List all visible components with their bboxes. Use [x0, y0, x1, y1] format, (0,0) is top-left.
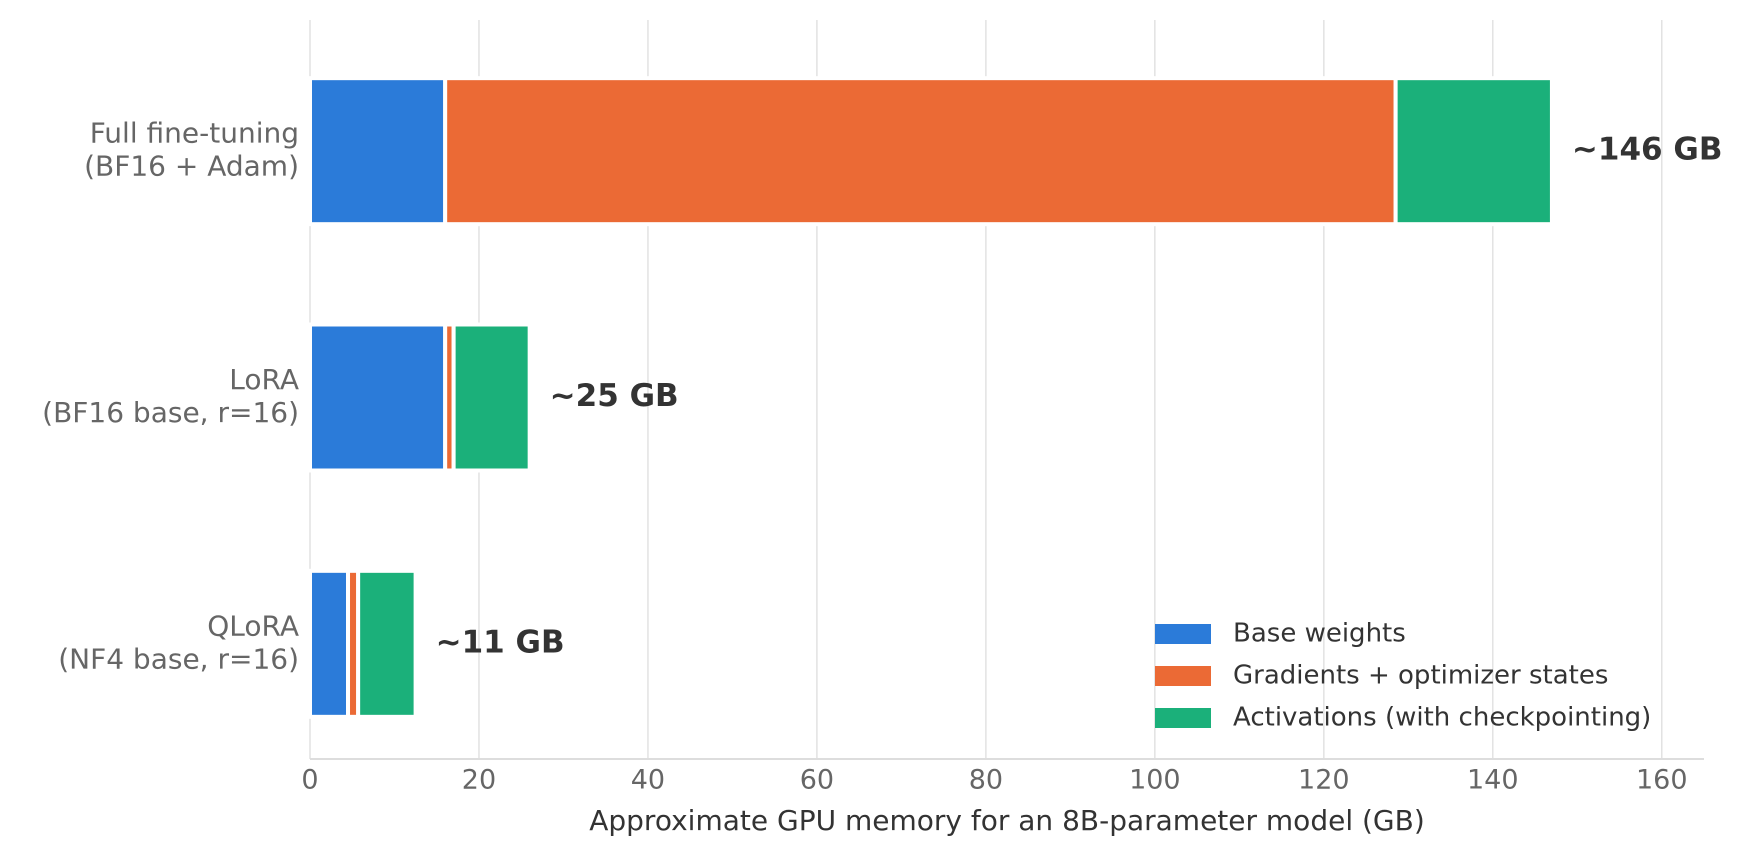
bar-segment — [356, 568, 418, 719]
y-tick-label: LoRA — [229, 363, 299, 396]
total-label: ~146 GB — [1572, 132, 1723, 168]
x-tick-label: 140 — [1467, 765, 1519, 796]
total-label: ~11 GB — [436, 624, 565, 660]
x-tick-label: 0 — [301, 765, 318, 796]
legend-label: Base weights — [1233, 619, 1406, 649]
y-tick-label: (NF4 base, r=16) — [58, 642, 299, 675]
bar-segment — [1393, 76, 1554, 227]
x-tick-label: 40 — [631, 765, 665, 796]
y-tick-label: (BF16 base, r=16) — [42, 396, 299, 429]
x-axis-label: Approximate GPU memory for an 8B-paramet… — [589, 804, 1425, 837]
total-label: ~25 GB — [550, 378, 679, 414]
legend-swatch — [1155, 708, 1211, 728]
bar-segment — [451, 322, 532, 473]
y-tick-label: (BF16 + Adam) — [84, 150, 299, 183]
x-tick-label: 160 — [1636, 765, 1688, 796]
y-tick-label: QLoRA — [207, 609, 299, 642]
x-tick-label: 100 — [1129, 765, 1181, 796]
bar-segment — [308, 568, 351, 719]
legend-label: Activations (with checkpointing) — [1233, 703, 1651, 733]
legend-swatch — [1155, 624, 1211, 644]
x-tick-label: 20 — [462, 765, 496, 796]
bar-segment — [308, 322, 448, 473]
legend-swatch — [1155, 666, 1211, 686]
legend-label: Gradients + optimizer states — [1233, 661, 1608, 691]
bar-segment — [443, 76, 1398, 227]
x-tick-label: 60 — [800, 765, 834, 796]
x-tick-label: 80 — [969, 765, 1003, 796]
bar-segment — [308, 76, 448, 227]
y-tick-label: Full fine-tuning — [90, 117, 299, 150]
x-tick-label: 120 — [1298, 765, 1350, 796]
